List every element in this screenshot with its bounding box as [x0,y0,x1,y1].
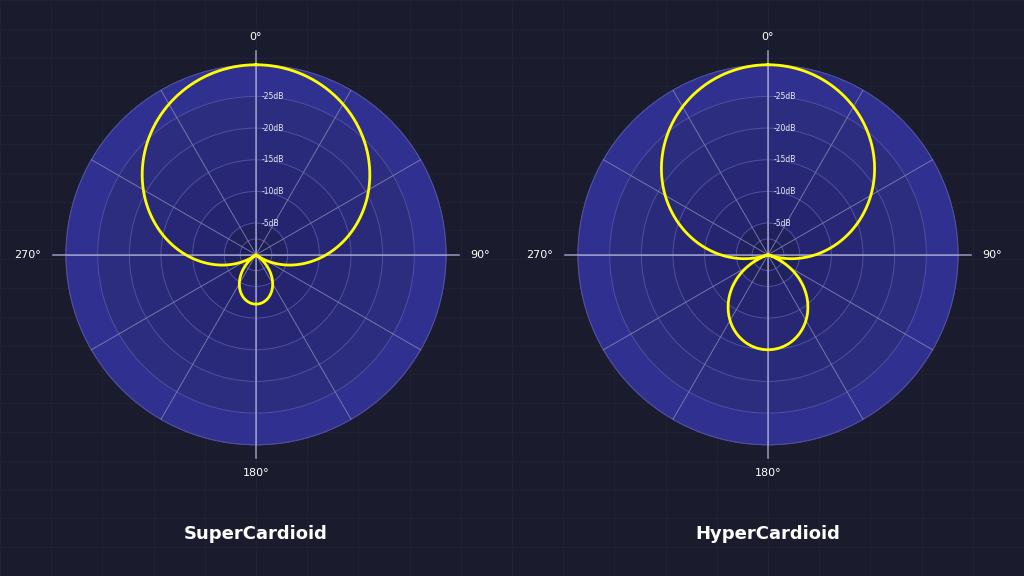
Circle shape [241,239,271,271]
Text: -5dB: -5dB [774,218,792,228]
Text: 90°: 90° [983,250,1002,260]
Text: 270°: 270° [526,250,553,260]
Text: 0°: 0° [250,32,262,42]
Text: -15dB: -15dB [774,156,796,164]
Circle shape [578,65,958,445]
Text: -5dB: -5dB [262,218,280,228]
Text: 90°: 90° [471,250,490,260]
Circle shape [97,96,415,413]
Circle shape [705,191,831,318]
Circle shape [66,65,446,445]
Text: SuperCardioid: SuperCardioid [184,525,328,543]
Text: 180°: 180° [243,468,269,478]
Circle shape [578,65,958,445]
Text: -15dB: -15dB [262,156,284,164]
Text: -20dB: -20dB [262,124,284,132]
Text: -20dB: -20dB [774,124,796,132]
Circle shape [673,160,863,350]
Text: -10dB: -10dB [774,187,796,196]
Text: 0°: 0° [762,32,774,42]
Circle shape [224,223,288,286]
Circle shape [161,160,351,350]
Text: -25dB: -25dB [262,92,284,101]
Circle shape [66,65,446,445]
Circle shape [736,223,800,286]
Circle shape [641,128,895,381]
Circle shape [753,239,783,271]
Text: 270°: 270° [14,250,41,260]
Text: 180°: 180° [755,468,781,478]
Text: -25dB: -25dB [774,92,796,101]
Circle shape [609,96,927,413]
Circle shape [193,191,319,318]
Text: -10dB: -10dB [262,187,284,196]
Circle shape [129,128,383,381]
Text: HyperCardioid: HyperCardioid [695,525,841,543]
